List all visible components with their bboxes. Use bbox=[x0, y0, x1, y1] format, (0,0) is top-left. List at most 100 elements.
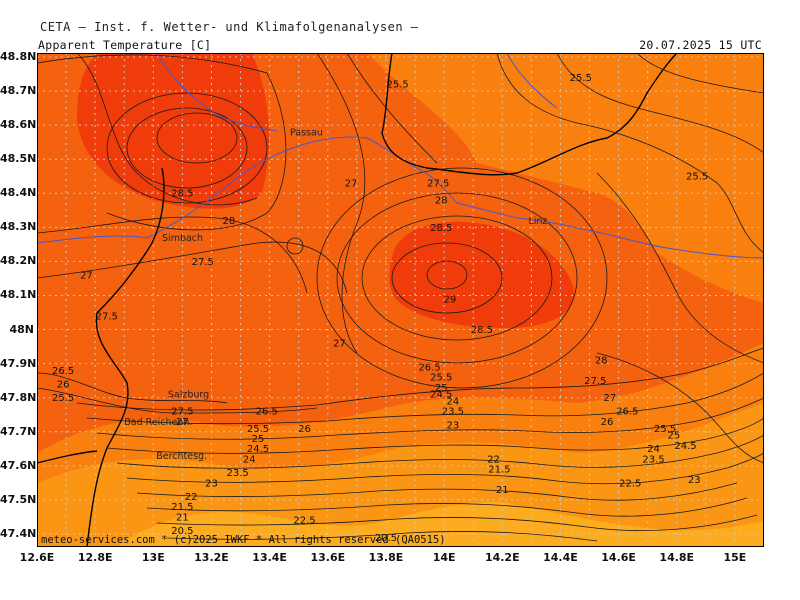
rivers bbox=[37, 53, 764, 259]
lon-tick-label: 14.4E bbox=[543, 551, 578, 564]
institute-title: CETA — Inst. f. Wetter- und Klimafolgena… bbox=[40, 20, 419, 34]
contour-value-label: 21.5 bbox=[488, 465, 510, 476]
contour-value-label: 28 bbox=[435, 195, 448, 206]
contour-value-label: 26.5 bbox=[616, 407, 638, 418]
place-label: Salzburg bbox=[168, 390, 209, 401]
contour-value-label: 27.5 bbox=[171, 407, 193, 418]
lat-tick-label: 48.8N bbox=[0, 50, 37, 63]
contour-value-label: 25 bbox=[252, 434, 265, 445]
lat-tick-label: 47.9N bbox=[0, 356, 37, 370]
contour-value-label: 27 bbox=[604, 393, 617, 404]
contour-value-label: 27.5 bbox=[584, 376, 606, 387]
valid-datetime: 20.07.2025 15 UTC bbox=[639, 38, 762, 52]
lon-tick-label: 14.8E bbox=[659, 551, 695, 564]
contour-value-label: 23.5 bbox=[227, 468, 249, 479]
contour-value-label: 21 bbox=[176, 512, 189, 523]
contour-value-label: 24.5 bbox=[674, 441, 696, 452]
contour-value-label: 28 bbox=[223, 216, 236, 227]
field-ne-cool bbox=[367, 53, 764, 303]
place-label: Berchtesg. bbox=[156, 451, 207, 462]
contour-value-label: 27.5 bbox=[192, 257, 214, 268]
contour-value-label: 28.5 bbox=[171, 189, 193, 200]
contour-value-label: 25.5 bbox=[686, 172, 708, 183]
lat-tick-label: 47.4N bbox=[0, 526, 37, 540]
lon-tick-label: 12.6E bbox=[19, 551, 55, 564]
contour-value-label: 23.5 bbox=[642, 454, 664, 465]
place-label: Passau bbox=[290, 127, 323, 138]
contour-value-label: 26.5 bbox=[256, 407, 278, 418]
lat-tick-label: 48.5N bbox=[0, 152, 37, 166]
contour-value-label: 22.5 bbox=[619, 478, 641, 489]
contour-value-label: 24 bbox=[446, 397, 459, 408]
contour-value-label: 28.5 bbox=[430, 223, 452, 234]
contour-value-label: 28.5 bbox=[471, 325, 493, 336]
contour-value-label: 29 bbox=[444, 294, 457, 305]
contour-value-label: 20.5 bbox=[375, 533, 397, 544]
lat-tick-label: 48.7N bbox=[0, 84, 37, 98]
contour-value-label: 27 bbox=[333, 339, 346, 350]
contour-value-label: 22 bbox=[487, 454, 500, 465]
contour-value-label: 23.5 bbox=[442, 407, 464, 418]
contour-value-label: 28 bbox=[595, 356, 608, 367]
contour-value-label: 24 bbox=[647, 444, 660, 455]
contour-value-label: 26 bbox=[298, 424, 311, 435]
lat-tick-label: 47.5N bbox=[0, 492, 37, 506]
contour-value-label: 22 bbox=[185, 492, 198, 503]
place-labels: Passau Simbach Linz Salzburg Bad Reichenh. Be… bbox=[124, 127, 547, 462]
contour-value-label: 22.5 bbox=[293, 516, 315, 527]
lon-tick-label: 13.4E bbox=[252, 551, 287, 564]
lat-tick-label: 47.7N bbox=[0, 424, 37, 438]
contour-value-label: 20.5 bbox=[171, 526, 193, 537]
temperature-map: Passau Simbach Linz Salzburg Bad Reichenh. Be… bbox=[37, 53, 764, 547]
lon-tick-label: 13.2E bbox=[194, 551, 229, 564]
contour-value-label: 25.5 bbox=[430, 373, 452, 384]
contour-value-label: 26.5 bbox=[52, 366, 74, 377]
contour-value-label: 21.5 bbox=[171, 502, 193, 513]
contour-value-label: 23 bbox=[688, 475, 701, 486]
contour-value-label: 27 bbox=[176, 417, 189, 428]
contour-value-label: 23 bbox=[205, 478, 218, 489]
contour-value-label: 27 bbox=[345, 178, 358, 189]
lat-tick-label: 47.6N bbox=[0, 458, 37, 472]
contour-value-label: 25.5 bbox=[654, 424, 676, 435]
lon-tick-label: 14.2E bbox=[484, 551, 520, 564]
contour-value-label: 24.5 bbox=[247, 444, 269, 455]
contour-value-label: 26 bbox=[601, 417, 614, 428]
lon-tick-label: 15E bbox=[723, 551, 747, 564]
place-label: Linz bbox=[528, 216, 547, 227]
lat-tick-label: 48.2N bbox=[0, 254, 37, 268]
place-label: Simbach bbox=[162, 233, 203, 244]
contour-value-label: 25.5 bbox=[52, 393, 74, 404]
contour-value-label: 27.5 bbox=[427, 178, 449, 189]
lon-tick-label: 14E bbox=[432, 551, 456, 564]
lat-tick-label: 48.1N bbox=[0, 288, 37, 302]
borders bbox=[37, 53, 678, 547]
lon-tick-label: 13E bbox=[141, 551, 165, 564]
lat-tick-label: 48N bbox=[9, 322, 34, 336]
contour-value-label: 26 bbox=[57, 379, 70, 390]
map-frame bbox=[37, 53, 764, 547]
place-label: Bad Reichenh. bbox=[124, 417, 192, 428]
copyright-credit: meteo-services.com * (c)2025 IWKF * All … bbox=[41, 534, 446, 546]
contour-value-label: 24 bbox=[243, 454, 256, 465]
field-south-20 bbox=[117, 502, 764, 547]
contour-value-label: 27.5 bbox=[96, 311, 118, 322]
lon-tick-label: 12.8E bbox=[77, 551, 113, 564]
contour-value-label: 25 bbox=[667, 431, 680, 442]
contour-value-label: 23 bbox=[446, 420, 459, 431]
lat-tick-label: 48.6N bbox=[0, 118, 37, 132]
lon-tick-label: 14.6E bbox=[601, 551, 636, 564]
lat-tick-label: 48.4N bbox=[0, 186, 37, 200]
lon-tick-label: 13.8E bbox=[368, 551, 404, 564]
contour-value-label: 25.5 bbox=[570, 73, 592, 84]
lat-tick-label: 48.3N bbox=[0, 220, 37, 234]
field-nw-warm bbox=[77, 53, 270, 209]
field-center-warm bbox=[389, 221, 575, 328]
contour-value-label: 27 bbox=[80, 270, 93, 281]
parameter-label: Apparent Temperature [C] bbox=[38, 38, 212, 52]
contour-value-label: 25.5 bbox=[247, 424, 269, 435]
contour-value-label: 24.5 bbox=[430, 390, 452, 401]
contour-value-label: 21 bbox=[496, 485, 509, 496]
contour-value-label: 26.5 bbox=[418, 362, 440, 373]
